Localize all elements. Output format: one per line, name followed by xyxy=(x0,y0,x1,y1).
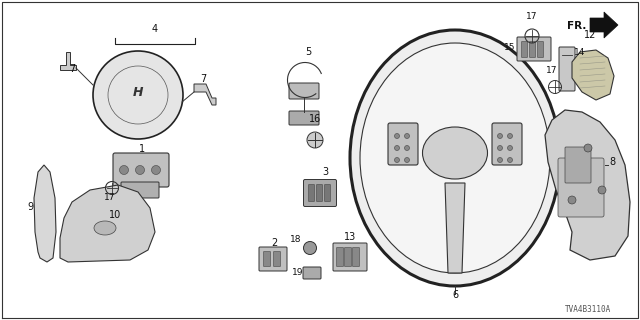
FancyBboxPatch shape xyxy=(308,185,314,202)
Text: 14: 14 xyxy=(574,48,586,57)
Text: 19: 19 xyxy=(292,268,304,277)
FancyBboxPatch shape xyxy=(317,185,323,202)
FancyBboxPatch shape xyxy=(565,147,591,183)
Text: 9: 9 xyxy=(27,202,33,212)
FancyBboxPatch shape xyxy=(522,42,527,58)
Circle shape xyxy=(497,146,502,150)
FancyBboxPatch shape xyxy=(558,158,604,217)
Ellipse shape xyxy=(93,51,183,139)
Text: 6: 6 xyxy=(452,290,458,300)
Text: 12: 12 xyxy=(584,30,596,40)
Circle shape xyxy=(394,133,399,139)
Circle shape xyxy=(404,157,410,163)
FancyBboxPatch shape xyxy=(492,123,522,165)
Polygon shape xyxy=(590,12,618,38)
Ellipse shape xyxy=(350,30,560,286)
Circle shape xyxy=(598,186,606,194)
Text: 17: 17 xyxy=(547,66,557,75)
FancyBboxPatch shape xyxy=(333,243,367,271)
FancyBboxPatch shape xyxy=(344,247,351,267)
Text: FR.: FR. xyxy=(566,21,586,31)
Text: 8: 8 xyxy=(609,157,615,167)
FancyBboxPatch shape xyxy=(559,47,575,91)
FancyBboxPatch shape xyxy=(303,267,321,279)
Circle shape xyxy=(404,133,410,139)
FancyBboxPatch shape xyxy=(273,252,280,267)
Circle shape xyxy=(136,165,145,174)
Polygon shape xyxy=(60,52,76,70)
Text: 17: 17 xyxy=(526,12,538,21)
FancyBboxPatch shape xyxy=(259,247,287,271)
Circle shape xyxy=(303,242,317,254)
FancyBboxPatch shape xyxy=(289,83,319,99)
Circle shape xyxy=(394,157,399,163)
Polygon shape xyxy=(194,84,216,105)
Ellipse shape xyxy=(422,127,488,179)
Text: 1: 1 xyxy=(139,144,145,154)
FancyBboxPatch shape xyxy=(121,182,159,198)
FancyBboxPatch shape xyxy=(529,42,536,58)
Text: 17: 17 xyxy=(104,193,116,202)
Text: 13: 13 xyxy=(344,232,356,242)
FancyBboxPatch shape xyxy=(113,153,169,187)
Text: 7: 7 xyxy=(200,74,206,84)
Text: 5: 5 xyxy=(305,47,311,57)
Polygon shape xyxy=(60,185,155,262)
FancyBboxPatch shape xyxy=(353,247,360,267)
Polygon shape xyxy=(545,110,630,260)
FancyBboxPatch shape xyxy=(289,111,319,125)
Text: TVA4B3110A: TVA4B3110A xyxy=(565,306,611,315)
Polygon shape xyxy=(445,183,465,273)
FancyBboxPatch shape xyxy=(337,247,344,267)
FancyBboxPatch shape xyxy=(324,185,330,202)
Text: 16: 16 xyxy=(309,114,321,124)
Circle shape xyxy=(404,146,410,150)
Text: H: H xyxy=(132,85,143,99)
Text: 15: 15 xyxy=(504,43,516,52)
FancyBboxPatch shape xyxy=(538,42,543,58)
Circle shape xyxy=(394,146,399,150)
FancyBboxPatch shape xyxy=(264,252,271,267)
Text: 2: 2 xyxy=(271,238,277,248)
Circle shape xyxy=(497,133,502,139)
Polygon shape xyxy=(34,165,56,262)
FancyBboxPatch shape xyxy=(303,180,337,206)
Text: 10: 10 xyxy=(109,210,121,220)
Ellipse shape xyxy=(94,221,116,235)
Circle shape xyxy=(508,146,513,150)
Polygon shape xyxy=(572,50,614,100)
Circle shape xyxy=(497,157,502,163)
Text: 7: 7 xyxy=(69,64,75,74)
Circle shape xyxy=(508,157,513,163)
FancyBboxPatch shape xyxy=(388,123,418,165)
Text: 4: 4 xyxy=(152,24,158,34)
Circle shape xyxy=(120,165,129,174)
Circle shape xyxy=(584,144,592,152)
Circle shape xyxy=(508,133,513,139)
Circle shape xyxy=(152,165,161,174)
Text: 18: 18 xyxy=(291,235,301,244)
Ellipse shape xyxy=(360,43,550,273)
Text: 3: 3 xyxy=(322,167,328,177)
FancyBboxPatch shape xyxy=(517,37,551,61)
Circle shape xyxy=(568,196,576,204)
Circle shape xyxy=(307,132,323,148)
